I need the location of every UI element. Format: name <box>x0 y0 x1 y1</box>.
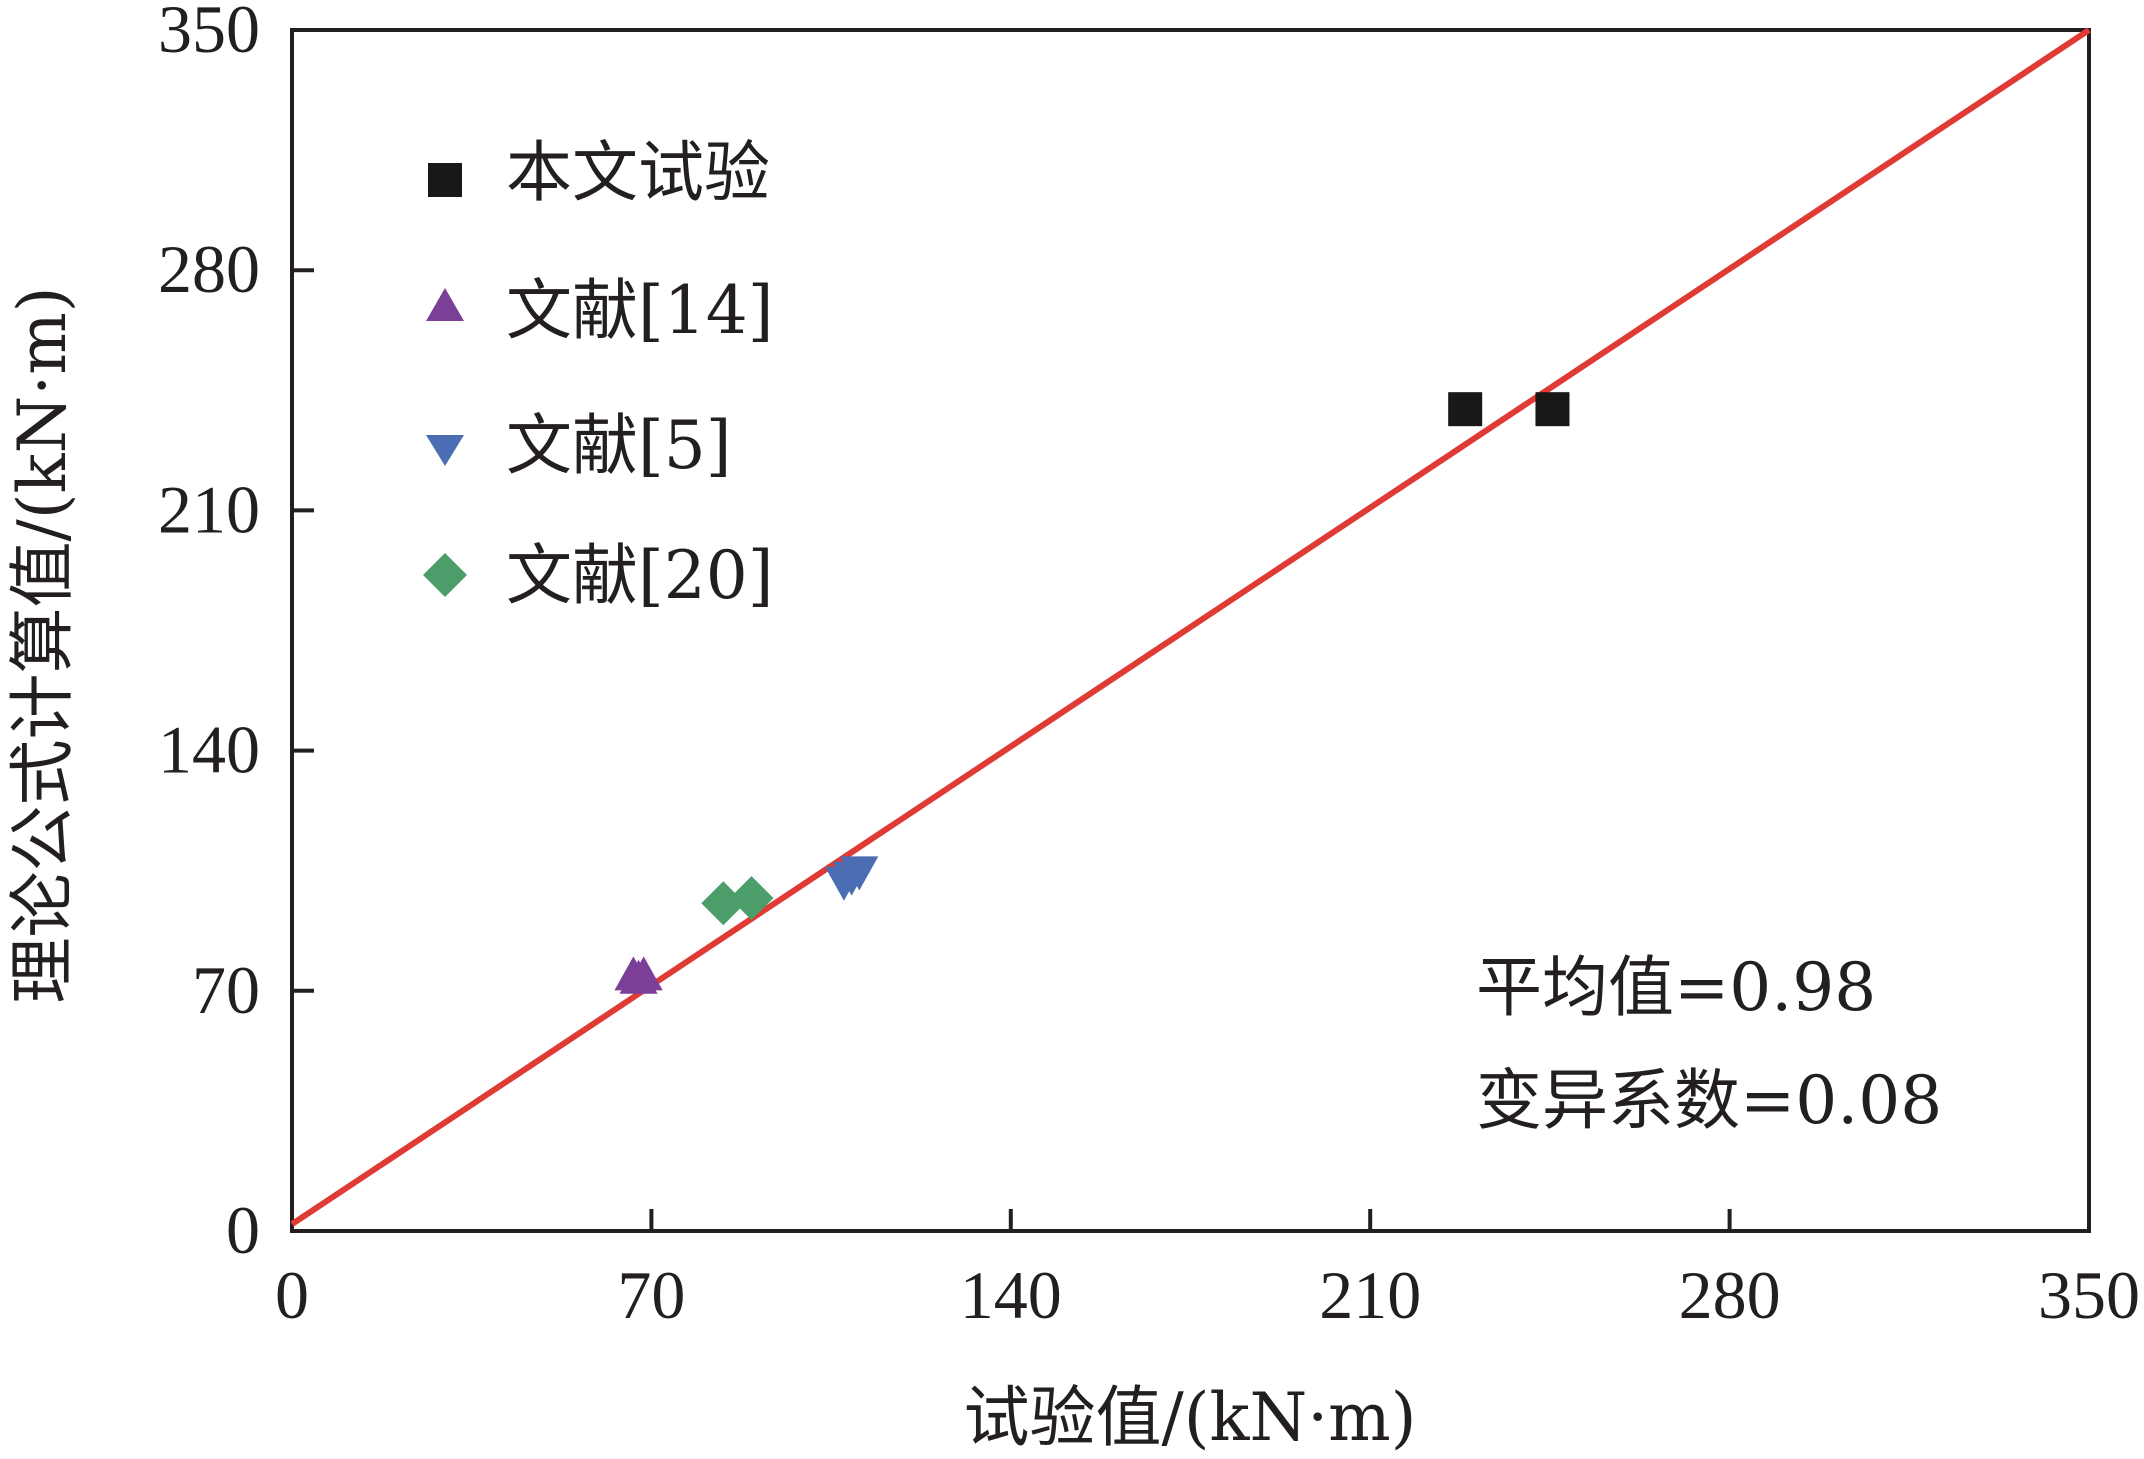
x-axis: 0 70 140 210 280 350 <box>275 1209 2140 1333</box>
data-points <box>614 392 1570 994</box>
x-tick-label: 0 <box>275 1257 309 1333</box>
x-tick-label: 70 <box>617 1257 685 1333</box>
data-point-diamond <box>729 876 774 921</box>
y-axis-title: 理论公式计算值/(kN·m) <box>4 286 81 1003</box>
y-axis: 0 70 140 210 280 350 <box>158 0 314 1268</box>
x-tick-label: 210 <box>1319 1257 1421 1333</box>
legend-marker-triangle-down <box>426 435 464 466</box>
legend-label-文献14: 文献[14] <box>506 272 773 349</box>
data-point-square <box>1448 392 1483 427</box>
legend-marker-diamond <box>423 553 467 597</box>
legend-label-本文试验: 本文试验 <box>506 134 770 211</box>
data-point-diamond <box>701 881 746 926</box>
cov-annotation: 变异系数=0.08 <box>1476 1062 1942 1139</box>
data-point-square <box>1535 392 1570 427</box>
x-tick-label: 350 <box>2038 1257 2140 1333</box>
reference-line <box>290 27 2091 1227</box>
legend-label-文献20: 文献[20] <box>506 537 773 614</box>
legend-label-文献5: 文献[5] <box>506 407 732 484</box>
legend-marker-square <box>428 163 462 197</box>
y-tick-label: 280 <box>158 231 260 307</box>
x-tick-label: 140 <box>960 1257 1062 1333</box>
y-tick-label: 0 <box>226 1192 260 1268</box>
y-tick-label: 350 <box>158 0 260 67</box>
mean-annotation: 平均值=0.98 <box>1476 949 1876 1026</box>
y-tick-label: 140 <box>158 712 260 788</box>
legend-marker-triangle-up <box>426 288 464 321</box>
y-tick-label: 210 <box>158 471 260 547</box>
x-tick-label: 280 <box>1679 1257 1781 1333</box>
y-tick-label: 70 <box>192 952 260 1028</box>
data-point-triangle-up <box>624 956 663 991</box>
data-point-triangle-down <box>840 856 879 891</box>
legend: 本文试验 文献[14] 文献[5] 文献[20] <box>423 134 773 614</box>
plot-frame <box>290 28 2091 1233</box>
x-axis-title: 试验值/(kN·m) <box>963 1379 1416 1456</box>
